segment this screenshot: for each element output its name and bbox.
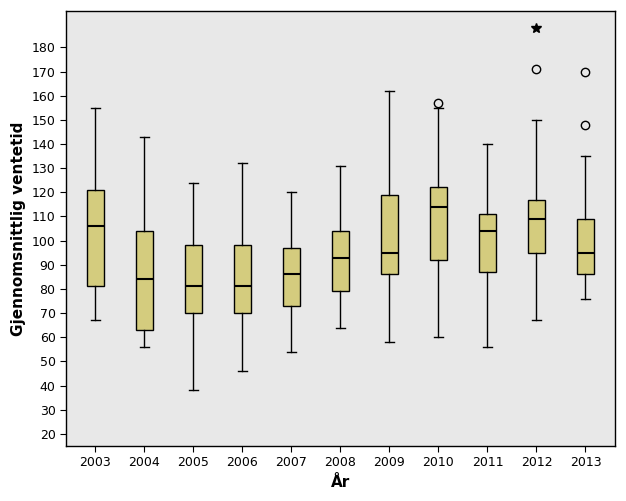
PathPatch shape bbox=[577, 219, 594, 275]
PathPatch shape bbox=[381, 195, 398, 275]
PathPatch shape bbox=[479, 214, 496, 272]
Y-axis label: Gjennomsnittlig ventetid: Gjennomsnittlig ventetid bbox=[11, 121, 26, 336]
PathPatch shape bbox=[136, 231, 153, 330]
PathPatch shape bbox=[234, 245, 251, 313]
PathPatch shape bbox=[430, 187, 447, 260]
PathPatch shape bbox=[283, 248, 300, 306]
PathPatch shape bbox=[528, 199, 545, 253]
PathPatch shape bbox=[87, 190, 104, 287]
PathPatch shape bbox=[332, 231, 349, 291]
X-axis label: År: År bbox=[331, 475, 350, 490]
PathPatch shape bbox=[185, 245, 202, 313]
